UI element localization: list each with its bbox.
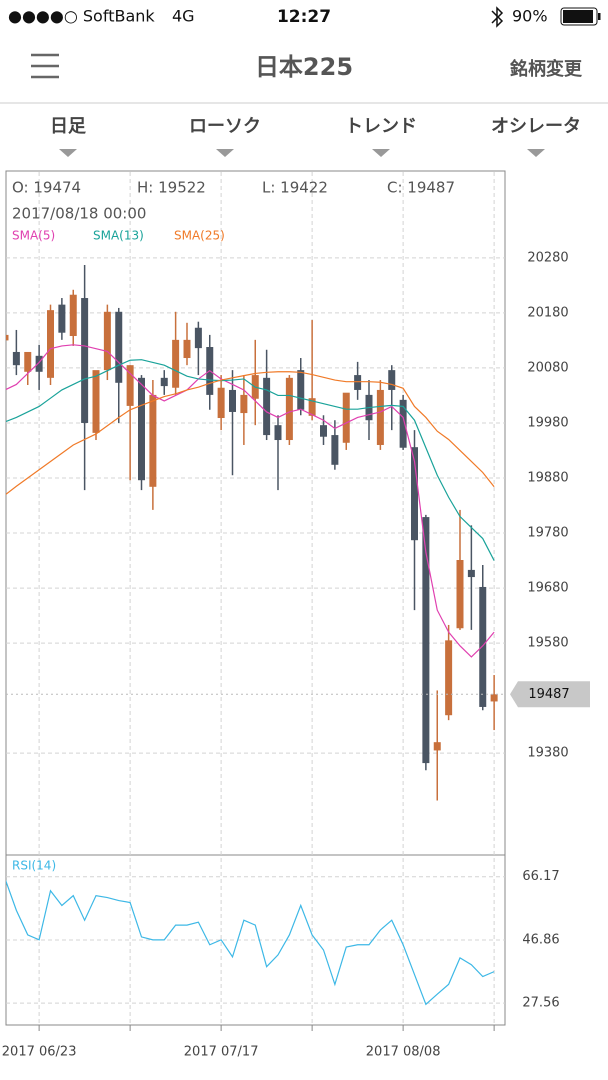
ohlc-info: H: 19522 bbox=[137, 179, 206, 197]
candle-body bbox=[12, 351, 20, 366]
tab-label[interactable]: オシレータ bbox=[491, 116, 581, 137]
candle-body bbox=[240, 394, 248, 414]
legend-entry: SMA(13) bbox=[93, 229, 144, 243]
y-tick-label: 19680 bbox=[527, 581, 568, 596]
y-tick-label: 19780 bbox=[527, 526, 568, 541]
candle-body bbox=[24, 351, 32, 372]
x-tick-label: 2017 07/17 bbox=[184, 1045, 259, 1060]
menu-button[interactable] bbox=[31, 53, 59, 79]
candle-body bbox=[479, 586, 487, 707]
candle-body bbox=[92, 370, 100, 433]
candle-body bbox=[229, 389, 236, 412]
last-price-label: 19487 bbox=[528, 687, 569, 702]
candle-body bbox=[126, 365, 134, 406]
tab-label[interactable]: 日足 bbox=[50, 116, 86, 137]
candle-body bbox=[115, 311, 123, 383]
indicator-line bbox=[6, 359, 495, 561]
clock: 12:27 bbox=[277, 7, 331, 27]
last-price-badge bbox=[510, 681, 590, 708]
candle-body bbox=[263, 377, 271, 436]
rsi-plot bbox=[6, 879, 495, 1006]
ohlc-info: C: 19487 bbox=[387, 179, 455, 197]
candle-body bbox=[388, 370, 396, 390]
candle-body bbox=[274, 425, 282, 441]
tab-label[interactable]: ローソク bbox=[189, 116, 261, 137]
candle-body bbox=[422, 517, 430, 764]
candle-body bbox=[297, 370, 305, 410]
candle-body bbox=[172, 339, 180, 388]
y-tick-label: 46.86 bbox=[522, 932, 559, 947]
candle-body bbox=[285, 377, 293, 441]
candle-body bbox=[342, 392, 350, 443]
y-tick-label: 66.17 bbox=[522, 869, 559, 884]
y-tick-label: 19380 bbox=[527, 746, 568, 761]
tab-arrow bbox=[216, 149, 234, 157]
candle-body bbox=[217, 387, 225, 419]
y-tick-label: 27.56 bbox=[522, 996, 559, 1011]
legend-entry: RSI(14) bbox=[12, 859, 56, 873]
candle-body bbox=[183, 339, 191, 359]
candle-body bbox=[81, 298, 89, 423]
candle-body bbox=[194, 327, 202, 349]
candle-body bbox=[376, 389, 384, 445]
legend-entry: SMA(25) bbox=[174, 229, 225, 243]
change-symbol[interactable]: 銘柄変更 bbox=[510, 58, 583, 80]
y-tick-label: 20180 bbox=[527, 305, 568, 320]
battery-icon bbox=[560, 7, 601, 26]
x-tick-label: 2017 06/23 bbox=[2, 1045, 77, 1060]
y-tick-label: 19980 bbox=[527, 415, 568, 430]
candle-body bbox=[331, 435, 339, 465]
y-tick-label: 20280 bbox=[527, 250, 568, 265]
price-plot bbox=[6, 265, 498, 801]
candle-body bbox=[47, 310, 54, 378]
candle-body bbox=[354, 375, 362, 390]
bluetooth-icon bbox=[491, 6, 504, 28]
ohlc-info: O: 19474 bbox=[12, 179, 81, 197]
legend-entry: SMA(5) bbox=[12, 229, 55, 243]
candle-body bbox=[320, 425, 327, 437]
ohlc-info: L: 19422 bbox=[262, 179, 328, 197]
candle-body bbox=[399, 399, 407, 448]
info-date: 2017/08/18 00:00 bbox=[12, 205, 146, 223]
candle-body bbox=[149, 394, 157, 487]
candle-body bbox=[160, 377, 168, 387]
candle-body bbox=[308, 398, 316, 416]
candle-body bbox=[35, 355, 43, 372]
candle-body bbox=[69, 294, 77, 337]
candle-body bbox=[411, 447, 418, 541]
network: 4G bbox=[172, 7, 195, 26]
candle-body bbox=[103, 311, 111, 371]
indicator-line bbox=[6, 371, 495, 496]
candle-body bbox=[490, 694, 498, 702]
y-tick-label: 20080 bbox=[527, 360, 568, 375]
candle-body bbox=[58, 304, 66, 333]
carrier: ●●●●○ SoftBank bbox=[8, 7, 155, 26]
candle-body bbox=[467, 569, 475, 578]
candle-body bbox=[138, 377, 145, 481]
tab-arrow bbox=[59, 149, 77, 157]
x-tick-label: 2017 08/08 bbox=[366, 1045, 441, 1060]
tab-arrow bbox=[527, 149, 545, 157]
tab-arrow bbox=[372, 149, 390, 157]
indicator-line bbox=[6, 344, 495, 658]
battery-text: 90% bbox=[512, 7, 548, 26]
chart-frame bbox=[5, 170, 506, 1026]
nav-title: 日本225 bbox=[255, 53, 353, 81]
candle-body bbox=[6, 334, 9, 341]
candle-body bbox=[456, 560, 464, 629]
tab-label[interactable]: トレンド bbox=[345, 116, 417, 137]
candle-body bbox=[433, 742, 441, 751]
indicator-line bbox=[6, 879, 495, 1006]
y-tick-label: 19580 bbox=[527, 636, 568, 651]
y-tick-label: 19880 bbox=[527, 471, 568, 486]
candle-body bbox=[445, 640, 453, 716]
